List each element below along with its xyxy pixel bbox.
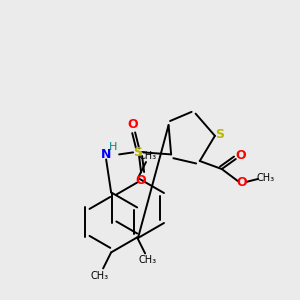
- Text: O: O: [128, 118, 138, 131]
- Text: O: O: [136, 174, 146, 187]
- Text: CH₃: CH₃: [138, 255, 156, 266]
- Text: CH₃: CH₃: [90, 272, 108, 281]
- Text: H: H: [109, 142, 117, 152]
- Text: S: S: [215, 128, 224, 141]
- Text: S: S: [133, 146, 142, 159]
- Text: O: O: [236, 176, 247, 188]
- Text: O: O: [236, 148, 246, 161]
- Text: N: N: [101, 148, 111, 161]
- Text: CH₃: CH₃: [257, 173, 275, 183]
- Text: CH₃: CH₃: [139, 151, 157, 161]
